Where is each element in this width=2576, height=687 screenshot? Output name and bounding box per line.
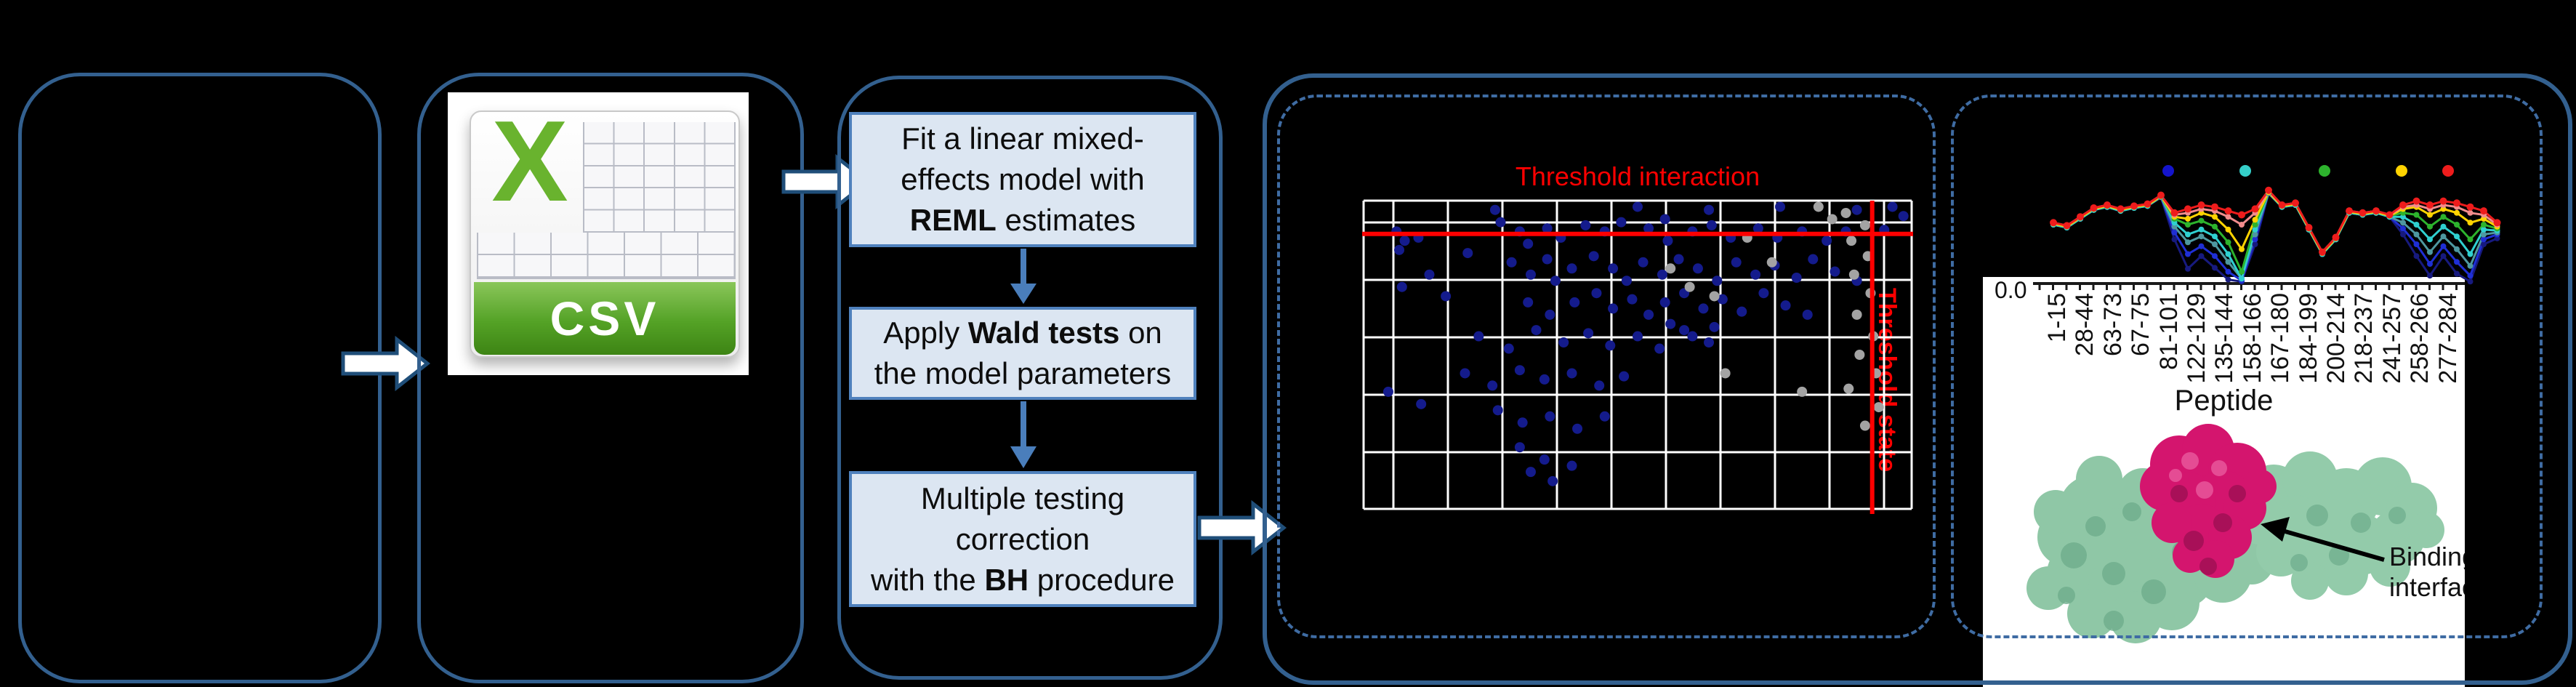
x-tick-label: 135-144 bbox=[2210, 293, 2239, 384]
x-tick-label: 258-266 bbox=[2406, 293, 2434, 384]
csv-label: CSV bbox=[550, 292, 660, 345]
x-axis bbox=[2033, 282, 2465, 290]
panel-input bbox=[18, 73, 382, 683]
y-axis-tick-label: 0.0 bbox=[1995, 277, 2027, 303]
step-text-line: effects model with bbox=[901, 162, 1145, 196]
step-text-line: Apply Wald tests on bbox=[883, 316, 1162, 350]
x-tick-label: 1-15 bbox=[2043, 293, 2071, 343]
step-fit-lmm: Fit a linear mixed-effects model with REM… bbox=[849, 112, 1196, 247]
scatter-title: Threshold interaction bbox=[1515, 161, 1760, 191]
x-tick-label: 277-284 bbox=[2434, 293, 2462, 384]
x-tick-label: 67-75 bbox=[2127, 293, 2155, 356]
x-tick-label: 218-237 bbox=[2350, 293, 2378, 384]
x-tick-label: 122-129 bbox=[2183, 293, 2210, 384]
csv-file-icon: X CSV bbox=[470, 103, 740, 358]
excel-x-glyph: X bbox=[491, 97, 568, 225]
peptide-figure-panel: 0.0 1-15 28-44 63-73 67-75 81-101 122-129 135-… bbox=[1983, 277, 2465, 687]
step-text-line: the model parameters bbox=[874, 356, 1172, 390]
protein-structure-image bbox=[2026, 424, 2444, 643]
binding-interface-arrow bbox=[2274, 526, 2385, 562]
x-tick-label: 28-44 bbox=[2071, 293, 2099, 356]
arrowhead-icon bbox=[2261, 517, 2290, 542]
step-text-line: with the BH procedure bbox=[871, 562, 1175, 597]
binding-interface-label: Binding interface bbox=[2389, 542, 2465, 603]
flow-arrow-icon bbox=[341, 335, 431, 392]
x-tick-label: 81-101 bbox=[2154, 293, 2183, 370]
x-tick-label: 158-166 bbox=[2238, 293, 2266, 384]
x-tick-label: 167-180 bbox=[2266, 293, 2295, 384]
panel-statistics-steps bbox=[837, 76, 1223, 680]
step-text-line: correction bbox=[955, 521, 1090, 556]
csv-label-band: CSV bbox=[474, 282, 736, 355]
step-bh-correction: Multiple testing correction with the BH pr… bbox=[849, 471, 1196, 607]
x-tick-label: 184-199 bbox=[2294, 293, 2322, 384]
down-arrow-icon bbox=[1010, 249, 1037, 304]
step-text-line: Multiple testing bbox=[920, 481, 1125, 515]
panel-csv-file bbox=[417, 73, 804, 683]
peptide-uptake-line-chart bbox=[2050, 165, 2501, 285]
x-tick-label: 200-214 bbox=[2322, 293, 2350, 384]
threshold-state-label: Threshold state bbox=[1873, 288, 1901, 473]
legend-dot-icon bbox=[2442, 165, 2454, 177]
threshold-scatter-plot bbox=[1362, 199, 1913, 514]
down-arrow-icon bbox=[1010, 401, 1037, 468]
legend-dot-icon bbox=[2319, 165, 2330, 177]
binding-label-line1: Binding bbox=[2389, 542, 2465, 571]
x-tick-label: 63-73 bbox=[2098, 293, 2127, 356]
step-wald-tests: Apply Wald tests on the model parameters bbox=[849, 307, 1196, 400]
spreadsheet-grid-icon bbox=[583, 122, 736, 234]
legend-dot-icon bbox=[2162, 165, 2174, 177]
legend-dot-icon bbox=[2396, 165, 2407, 177]
flow-arrow-icon bbox=[1197, 499, 1287, 556]
x-axis-title: Peptide bbox=[2174, 385, 2274, 417]
x-tick-label: 241-257 bbox=[2378, 293, 2406, 384]
spreadsheet-grid-icon bbox=[477, 233, 736, 279]
step-text-line: REML estimates bbox=[909, 203, 1136, 237]
step-text-line: Fit a linear mixed- bbox=[901, 121, 1144, 156]
csv-file-image: X CSV bbox=[448, 92, 749, 375]
binding-label-line2: interface bbox=[2389, 572, 2465, 602]
legend-dot-icon bbox=[2239, 165, 2251, 177]
